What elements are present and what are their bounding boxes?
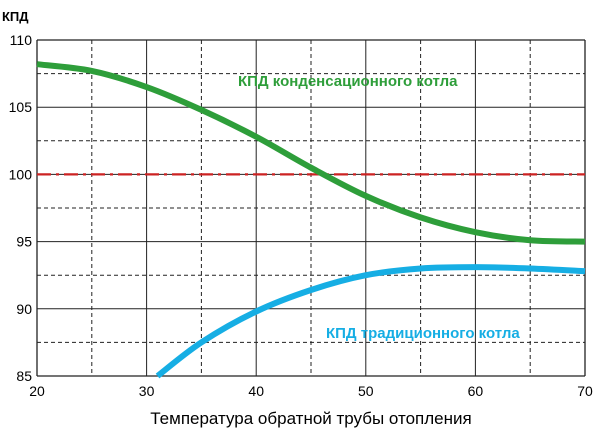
series-line-1 — [36, 61, 586, 245]
x-tick-label: 40 — [248, 383, 264, 399]
x-tick-label: 50 — [358, 383, 374, 399]
x-axis-label: Температура обратной трубы отопления — [150, 409, 471, 428]
y-tick-label: 100 — [9, 166, 33, 182]
x-tick-label: 30 — [139, 383, 155, 399]
x-tick-label: 60 — [468, 383, 484, 399]
y-tick-label: 90 — [16, 301, 32, 317]
y-tick-label: 110 — [10, 32, 33, 48]
x-tick-label: 20 — [29, 383, 45, 399]
y-axis-label: КПД — [2, 9, 29, 24]
y-tick-label: 85 — [16, 368, 32, 384]
y-tick-label: 95 — [16, 234, 32, 250]
grid — [36, 39, 586, 377]
series-label-traditional: КПД традиционного котла — [326, 325, 520, 342]
series-line-2 — [155, 264, 586, 379]
x-tick-label: 70 — [577, 383, 593, 399]
tick-labels: 20 30 40 50 60 70 85 90 95 100 105 110 — [9, 32, 593, 399]
y-tick-label: 105 — [9, 99, 33, 115]
series-label-condensing: КПД конденсационного котла — [238, 73, 458, 90]
series-group — [36, 61, 586, 379]
